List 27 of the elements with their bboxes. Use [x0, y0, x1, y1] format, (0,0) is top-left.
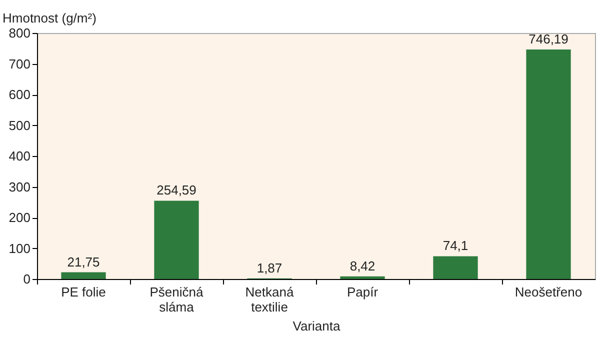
x-tick-label: PE folie — [61, 284, 106, 300]
data-label: 21,75 — [67, 254, 100, 270]
y-tick-label: 400 — [8, 148, 30, 164]
y-tick-label: 200 — [8, 210, 30, 225]
x-tick-label: Neošetřeno — [514, 284, 582, 300]
bar — [340, 276, 385, 279]
x-tick-label: Papír — [346, 284, 379, 300]
data-label: 746,19 — [528, 32, 568, 47]
bar — [526, 50, 571, 279]
y-tick-label: 0 — [23, 272, 30, 286]
data-label: 254,59 — [156, 182, 196, 198]
x-tick-label: Pšeničná sláma — [150, 284, 204, 314]
data-label: 74,1 — [442, 238, 468, 254]
y-tick-label: 300 — [8, 179, 30, 194]
data-label: 8,42 — [350, 258, 376, 274]
y-tick-label: 600 — [8, 87, 30, 102]
bar — [154, 200, 199, 279]
y-tick-label: 800 — [8, 26, 30, 40]
bar — [61, 272, 106, 279]
x-tick-label: Netkaná textilie — [245, 284, 294, 314]
bar — [433, 256, 478, 279]
x-axis-title: Varianta — [292, 318, 341, 334]
y-tick-label: 700 — [8, 56, 30, 72]
y-axis-title: Hmotnost (g/m²) — [2, 10, 96, 26]
data-label: 1,87 — [256, 260, 282, 276]
y-tick-label: 500 — [8, 118, 30, 133]
y-tick-label: 100 — [8, 240, 30, 256]
